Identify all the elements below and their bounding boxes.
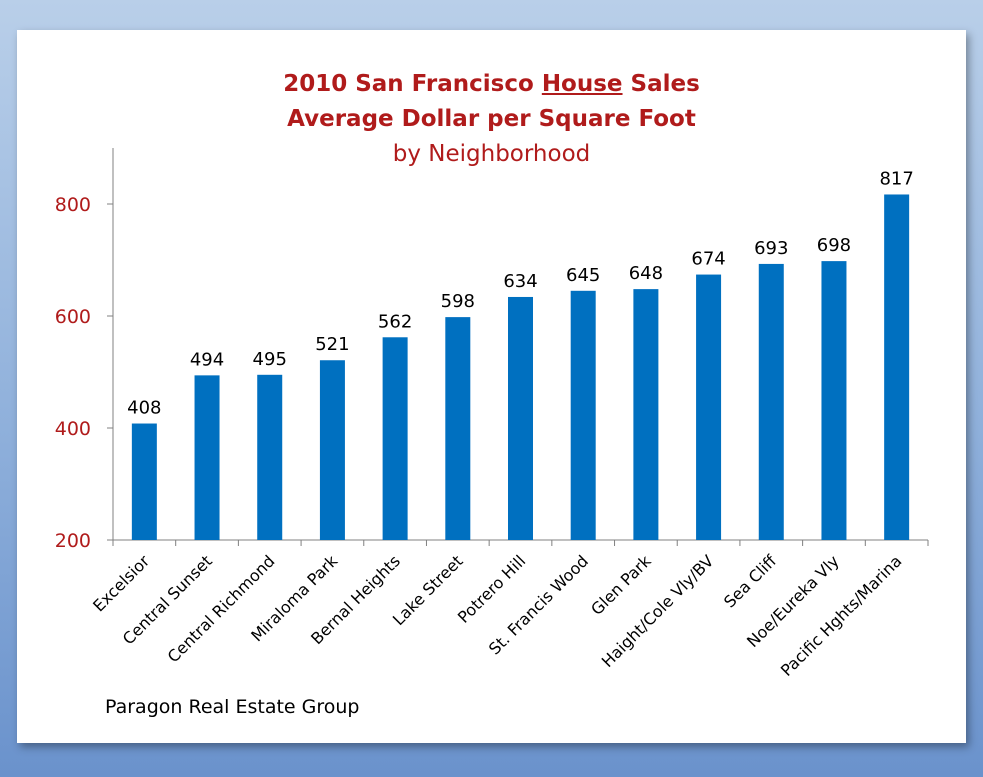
bar <box>319 360 345 540</box>
category-label: Sea Cliff <box>720 551 781 612</box>
bar <box>194 375 220 540</box>
bar <box>570 290 596 540</box>
bar-value-label: 494 <box>190 349 224 370</box>
bar <box>633 289 659 540</box>
bar-value-label: 674 <box>691 249 725 270</box>
chart-title-line1: 2010 San Francisco House Sales <box>283 71 700 97</box>
y-tick-label: 400 <box>55 418 91 440</box>
slide: 2010 San Francisco House Sales Average D… <box>17 30 966 743</box>
category-label: Glen Park <box>587 551 655 619</box>
bar <box>257 374 283 540</box>
category-label: Haight/Cole Vly/BV <box>598 551 718 671</box>
chart-title-line2: Average Dollar per Square Foot <box>287 106 696 132</box>
category-label: Pacific Hghts/Marina <box>777 551 906 680</box>
chart-subtitle: by Neighborhood <box>392 141 591 167</box>
category-label: Excelsior <box>89 551 153 615</box>
bar <box>508 296 533 540</box>
y-tick-label: 600 <box>55 306 91 328</box>
bar <box>131 423 157 540</box>
bar <box>382 337 408 540</box>
bar-value-label: 562 <box>378 311 412 332</box>
bar <box>696 274 722 540</box>
bar-value-label: 598 <box>441 291 475 312</box>
bar-value-label: 645 <box>566 265 600 286</box>
y-tick-label: 800 <box>55 194 91 216</box>
title-underlined-word: House <box>541 71 623 97</box>
category-label: Central Richmond <box>164 551 279 666</box>
bar <box>758 263 784 540</box>
bar-value-label: 634 <box>503 271 537 292</box>
y-tick-label: 200 <box>55 530 91 552</box>
bar-value-label: 648 <box>629 263 663 284</box>
bar <box>884 194 910 541</box>
bar-value-label: 495 <box>253 349 287 370</box>
bar <box>445 317 471 540</box>
source-label: Paragon Real Estate Group <box>105 696 360 718</box>
bar-value-label: 408 <box>127 398 161 419</box>
bar-value-label: 521 <box>315 334 349 355</box>
bar-value-label: 693 <box>754 238 788 259</box>
bar <box>821 261 847 540</box>
bar-value-label: 817 <box>879 168 913 189</box>
bar-value-label: 698 <box>817 235 851 256</box>
